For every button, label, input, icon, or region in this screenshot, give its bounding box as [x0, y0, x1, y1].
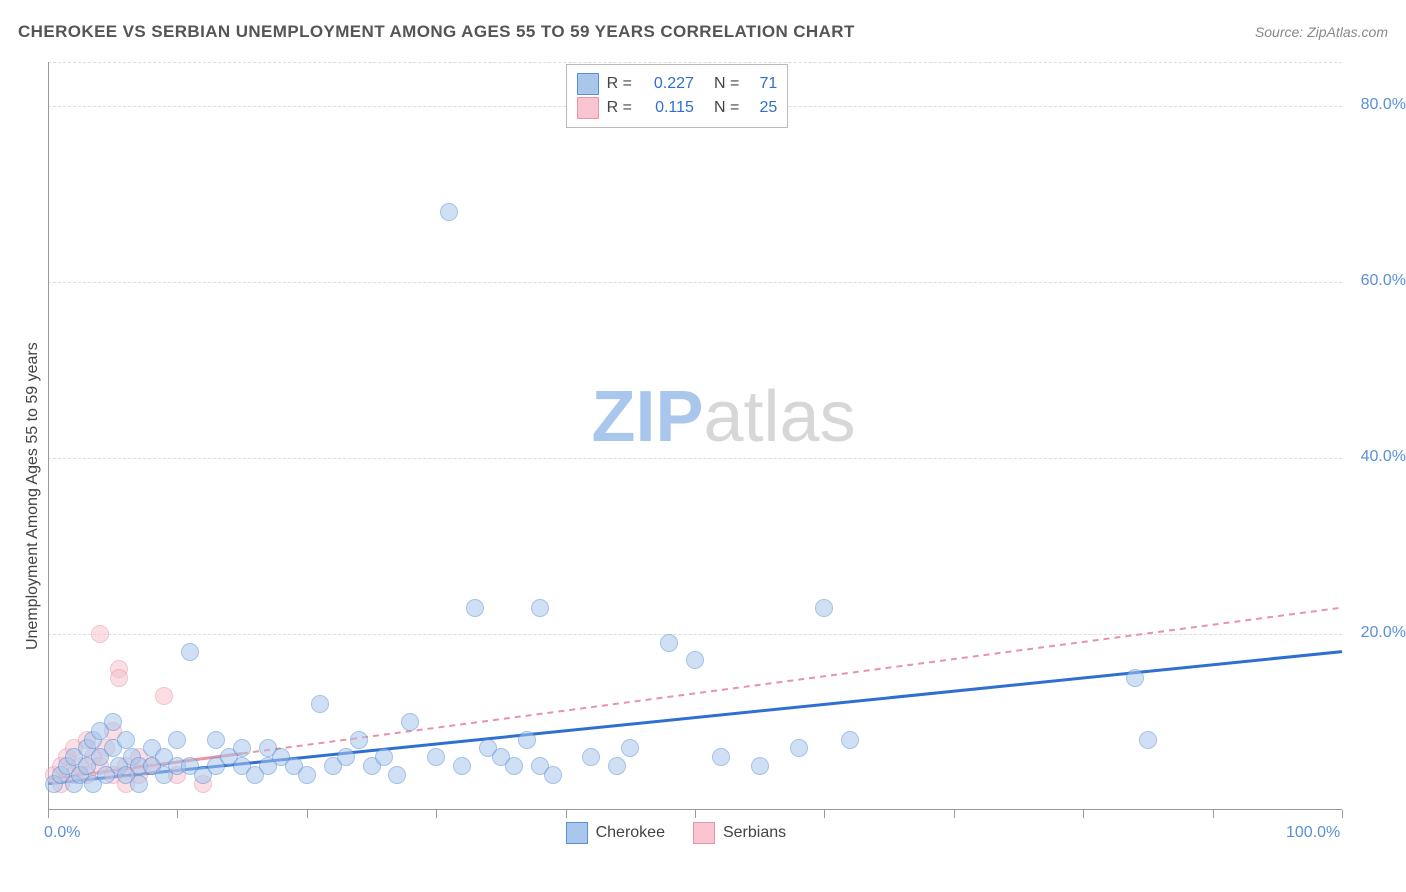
data-point: [401, 713, 419, 731]
series-legend: Cherokee Serbians: [566, 822, 787, 844]
data-point: [686, 651, 704, 669]
legend-swatch: [577, 97, 599, 119]
data-point: [181, 643, 199, 661]
n-value: 25: [747, 99, 777, 117]
data-point: [1126, 669, 1144, 687]
data-point: [440, 203, 458, 221]
data-point: [841, 731, 859, 749]
data-point: [608, 757, 626, 775]
data-point: [544, 766, 562, 784]
data-point: [660, 634, 678, 652]
data-point: [168, 731, 186, 749]
data-point: [233, 739, 251, 757]
legend-label: Cherokee: [596, 824, 665, 842]
data-point: [427, 748, 445, 766]
x-tick: [824, 810, 825, 818]
y-tick-label: 40.0%: [1346, 448, 1406, 466]
data-point: [130, 775, 148, 793]
n-label: N =: [714, 99, 739, 117]
data-point: [453, 757, 471, 775]
data-point: [1139, 731, 1157, 749]
data-point: [815, 599, 833, 617]
data-point: [311, 695, 329, 713]
data-point: [104, 713, 122, 731]
x-tick-label: 0.0%: [44, 824, 80, 842]
data-point: [298, 766, 316, 784]
x-tick: [177, 810, 178, 818]
x-tick: [1342, 810, 1343, 818]
chart-source: Source: ZipAtlas.com: [1255, 24, 1388, 40]
legend-item: Cherokee: [566, 822, 665, 844]
data-point: [621, 739, 639, 757]
x-tick: [307, 810, 308, 818]
data-point: [751, 757, 769, 775]
data-point: [350, 731, 368, 749]
plot-area: 20.0%40.0%60.0%80.0%0.0%100.0%ZIPatlas: [48, 62, 1342, 810]
x-tick: [48, 810, 49, 818]
data-point: [337, 748, 355, 766]
data-point: [466, 599, 484, 617]
x-tick: [954, 810, 955, 818]
x-tick-label: 100.0%: [1286, 824, 1340, 842]
data-point: [91, 625, 109, 643]
legend-item: Serbians: [693, 822, 786, 844]
legend-swatch: [577, 73, 599, 95]
r-value: 0.115: [640, 99, 694, 117]
n-value: 71: [747, 75, 777, 93]
x-tick: [436, 810, 437, 818]
legend-swatch: [693, 822, 715, 844]
data-point: [712, 748, 730, 766]
r-label: R =: [607, 99, 632, 117]
x-tick: [1083, 810, 1084, 818]
legend-swatch: [566, 822, 588, 844]
x-tick: [695, 810, 696, 818]
data-point: [110, 669, 128, 687]
x-tick: [566, 810, 567, 818]
data-point: [155, 687, 173, 705]
data-point: [505, 757, 523, 775]
data-point: [375, 748, 393, 766]
correlation-legend: R = 0.227 N = 71 R = 0.115 N = 25: [566, 64, 789, 128]
legend-label: Serbians: [723, 824, 786, 842]
y-tick-label: 20.0%: [1346, 624, 1406, 642]
n-label: N =: [714, 75, 739, 93]
data-point: [790, 739, 808, 757]
x-tick: [1213, 810, 1214, 818]
data-point: [388, 766, 406, 784]
data-point: [531, 599, 549, 617]
y-tick-label: 60.0%: [1346, 272, 1406, 290]
data-point: [117, 731, 135, 749]
regression-lines: [48, 62, 1342, 810]
chart-title: CHEROKEE VS SERBIAN UNEMPLOYMENT AMONG A…: [18, 22, 855, 42]
y-tick-label: 80.0%: [1346, 96, 1406, 114]
data-point: [582, 748, 600, 766]
r-label: R =: [607, 75, 632, 93]
r-value: 0.227: [640, 75, 694, 93]
data-point: [518, 731, 536, 749]
data-point: [207, 731, 225, 749]
y-axis-label: Unemployment Among Ages 55 to 59 years: [24, 342, 42, 650]
legend-row: R = 0.227 N = 71: [577, 73, 778, 95]
legend-row: R = 0.115 N = 25: [577, 97, 778, 119]
